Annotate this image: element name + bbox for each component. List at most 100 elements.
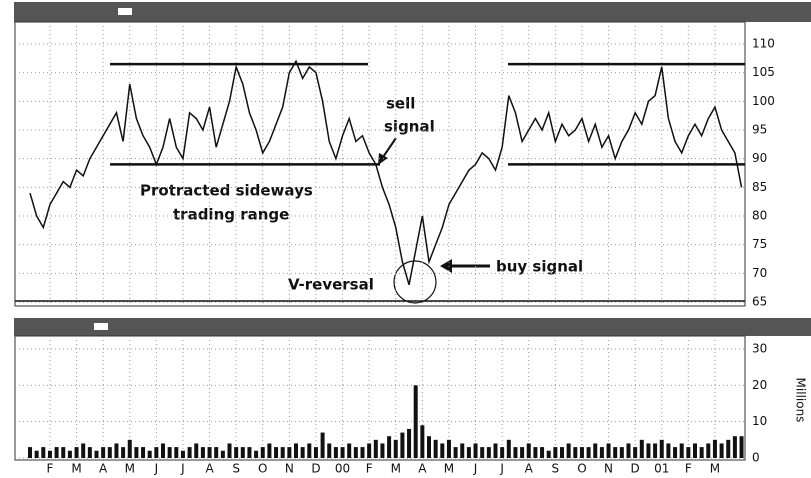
volume-bar	[167, 447, 172, 458]
x-tick-label: F	[685, 462, 692, 476]
volume-bar	[526, 443, 531, 458]
volume-bar	[679, 443, 684, 458]
x-tick-label: M	[71, 462, 81, 476]
volume-bar	[739, 436, 744, 458]
volume-bar	[726, 439, 731, 458]
volume-bar	[340, 447, 345, 458]
volume-bar	[227, 443, 232, 458]
volume-bar	[280, 447, 285, 458]
volume-bar	[41, 447, 46, 458]
y2-tick-label: 0	[752, 451, 760, 465]
volume-bar	[287, 447, 292, 458]
y-tick-label: 95	[752, 123, 767, 137]
volume-bar	[586, 447, 591, 458]
volume-bar	[566, 443, 571, 458]
volume-bar	[493, 443, 498, 458]
x-tick-label: F	[46, 462, 53, 476]
volume-bar	[174, 447, 179, 458]
volume-bar	[367, 443, 372, 458]
volume-bar	[573, 447, 578, 458]
volume-bar	[693, 443, 697, 458]
volume-bar	[200, 447, 205, 458]
volume-bar	[380, 443, 385, 458]
x-tick-label: F	[366, 462, 373, 476]
volume-bar	[333, 447, 338, 458]
volume-bar	[101, 447, 106, 458]
volume-bar	[646, 443, 651, 458]
volume-bar	[613, 447, 618, 458]
volume-bar	[254, 450, 259, 458]
volume-bar	[599, 447, 604, 458]
volume-bar	[393, 439, 398, 458]
volume-bar	[579, 447, 584, 458]
volume-bar	[147, 450, 152, 458]
x-tick-label: M	[710, 462, 720, 476]
annotation: V-reversal	[288, 276, 374, 294]
volume-bar	[633, 447, 638, 458]
y-tick-label: 90	[752, 151, 767, 165]
volume-bar	[719, 443, 724, 458]
volume-bar	[141, 447, 146, 458]
x-tick-label: D	[631, 462, 640, 476]
y-tick-label: 75	[752, 237, 767, 251]
volume-bar	[240, 447, 245, 458]
volume-bar	[234, 447, 239, 458]
volume-bar	[619, 447, 624, 458]
volume-bar	[74, 447, 79, 458]
volume-bar	[553, 447, 558, 458]
volume-bar	[659, 439, 664, 458]
x-tick-label: A	[418, 462, 427, 476]
y-tick-label: 110	[752, 37, 775, 51]
y2-tick-label: 10	[752, 414, 767, 428]
x-tick-label: A	[525, 462, 534, 476]
annotation: Protracted sideways	[140, 182, 313, 200]
volume-bar	[114, 443, 119, 458]
volume-bar	[187, 447, 192, 458]
price-panel-header	[14, 2, 811, 22]
volume-bar	[427, 436, 431, 458]
x-tick-label: N	[604, 462, 613, 476]
volume-bar	[47, 450, 52, 458]
volume-bar	[400, 432, 405, 458]
volume-bar	[533, 447, 538, 458]
x-tick-label: N	[285, 462, 294, 476]
x-tick-label: S	[552, 462, 560, 476]
volume-bar	[520, 447, 525, 458]
volume-bar	[506, 439, 511, 458]
volume-bar	[546, 450, 551, 458]
volume-bar	[134, 447, 139, 458]
x-tick-label: A	[205, 462, 214, 476]
y-tick-label: 80	[752, 209, 767, 223]
volume-bar	[500, 447, 505, 458]
volume-panel-header	[14, 318, 811, 336]
volume-bar	[560, 447, 564, 458]
volume-bar	[87, 447, 92, 458]
volume-bar	[387, 436, 392, 458]
volume-bar	[247, 447, 252, 458]
annotation: signal	[384, 118, 435, 136]
volume-bar	[407, 428, 412, 458]
volume-bar	[294, 443, 298, 458]
annotation: sell	[386, 95, 415, 113]
x-tick-label: J	[154, 462, 159, 476]
x-tick-label: J	[499, 462, 504, 476]
y2-axis-label: Millions	[794, 378, 808, 423]
x-tick-label: S	[232, 462, 240, 476]
volume-bar	[320, 432, 325, 458]
x-tick-label: M	[444, 462, 454, 476]
volume-bar	[34, 450, 39, 458]
volume-bar	[61, 447, 66, 458]
volume-bar	[220, 450, 225, 458]
volume-bar	[373, 439, 378, 458]
volume-bar	[446, 439, 451, 458]
volume-bar	[473, 443, 478, 458]
volume-bar	[413, 385, 418, 458]
x-tick-label: A	[99, 462, 108, 476]
volume-bar	[593, 443, 598, 458]
volume-bar	[347, 443, 352, 458]
y2-tick-label: 30	[752, 342, 767, 356]
volume-bar	[706, 443, 711, 458]
x-tick-label: J	[180, 462, 185, 476]
volume-bar	[327, 443, 332, 458]
y-tick-label: 70	[752, 266, 767, 280]
